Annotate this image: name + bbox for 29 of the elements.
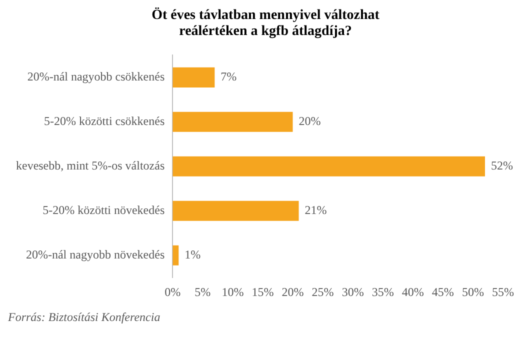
y-tick-label: 5-20% közötti csökkenés (44, 114, 165, 128)
text: Forrás: Biztosítási Konferencia (8, 310, 162, 325)
x-tick-label: 25% (312, 284, 334, 299)
y-tick-label: kevesebb, mint 5%-os változás (16, 158, 165, 173)
x-tick-label: 30% (342, 284, 364, 299)
x-tick-label: 45% (432, 284, 454, 299)
y-tick-label: 20%-nál nagyobb csökkenés (27, 70, 165, 84)
x-tick-label: 0% (164, 284, 181, 299)
x-tick-label: 50% (462, 284, 484, 299)
chart-title: Öt éves távlatban mennyivel változhat reálértéken a kgfb átlagdíja? (150, 8, 380, 40)
x-tick-label: 35% (372, 284, 394, 299)
x-tick-label: 55% (492, 284, 514, 299)
x-tick-label: 20% (282, 284, 304, 299)
bar (172, 200, 299, 221)
data-label: 52% (490, 158, 513, 173)
y-tick-label: 20%-nál nagyobb növekedés (26, 248, 165, 262)
data-label: 1% (184, 248, 201, 262)
x-tick-label: 5% (194, 284, 211, 299)
bar (172, 245, 179, 266)
bar (172, 112, 293, 132)
y-tick-label: 5-20% közötti növekedés (42, 203, 165, 218)
x-tick-label: 15% (252, 284, 274, 299)
x-tick-label: 10% (222, 284, 244, 299)
x-tick-label: 40% (402, 284, 424, 299)
data-label: 21% (304, 203, 327, 218)
data-label: 20% (298, 114, 321, 128)
bar (172, 156, 485, 176)
data-label: 7% (220, 70, 237, 84)
bar (172, 67, 215, 88)
